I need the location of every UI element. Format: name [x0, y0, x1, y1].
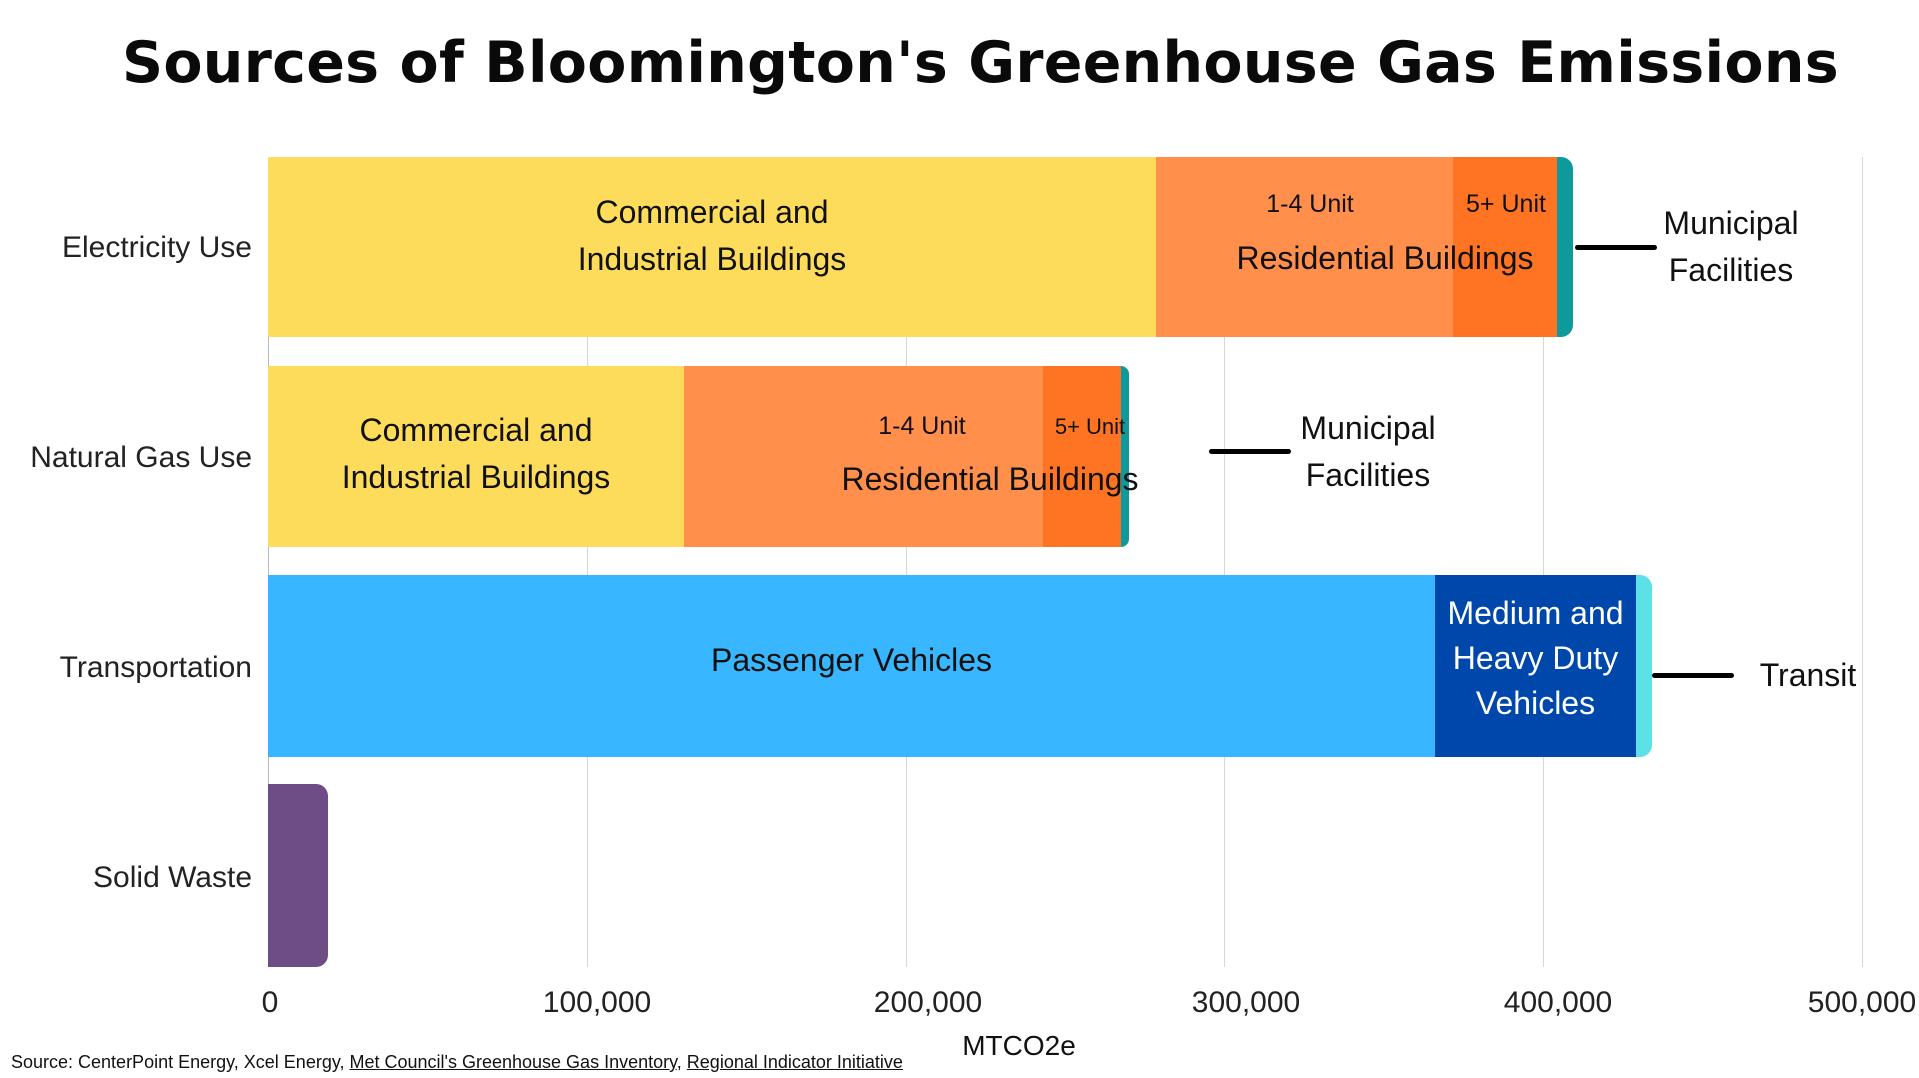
segment-natural-gas-residential-5plus [1043, 366, 1121, 547]
callout-transit: Transit [1759, 657, 1857, 693]
callout-line-electricity-municipal [1575, 245, 1657, 250]
callout-natural-gas-municipal: Municipal Facilities [1300, 410, 1436, 493]
link-regional-indicator-initiative[interactable]: Regional Indicator Initiative [686, 1052, 903, 1072]
category-label-natural-gas: Natural Gas Use [30, 441, 252, 474]
source-note: Source: CenterPoint Energy, Xcel Energy,… [11, 1052, 903, 1073]
segment-transportation-passenger: Passenger Vehicles [268, 575, 1435, 757]
segment-electricity-municipal [1557, 157, 1573, 337]
x-tick-300k: 300,000 [1191, 986, 1301, 1019]
gridline-300k [1224, 157, 1225, 967]
callout-line-natural-gas-municipal [1209, 449, 1291, 454]
gridline-0 [268, 157, 269, 967]
category-label-solid-waste: Solid Waste [93, 861, 252, 894]
chart-title: Sources of Bloomington's Greenhouse Gas … [122, 30, 1839, 96]
segment-electricity-residential-1-4 [1156, 157, 1453, 337]
gridline-400k [1543, 157, 1544, 967]
link-met-council-ghg-inventory[interactable]: Met Council's Greenhouse Gas Inventory [349, 1052, 677, 1072]
gridline-100k [587, 157, 588, 967]
x-tick-500k: 500,000 [1807, 986, 1917, 1019]
gridline-500k [1862, 157, 1863, 967]
segment-electricity-residential-5plus [1453, 157, 1557, 337]
label-electricity-1-4-unit: 1-4 Unit [1266, 190, 1354, 218]
x-axis-label: MTCO2e [962, 1030, 1076, 1061]
label-natural-gas-1-4-unit: 1-4 Unit [878, 412, 966, 440]
source-prefix: Source: CenterPoint Energy, Xcel Energy, [11, 1052, 350, 1072]
segment-label: Commercial and Industrial Buildings [341, 412, 611, 495]
category-label-transportation: Transportation [59, 651, 252, 684]
category-label-electricity: Electricity Use [61, 231, 252, 264]
segment-electricity-commercial: Commercial and Industrial Buildings [268, 157, 1156, 337]
segment-natural-gas-municipal [1121, 366, 1129, 547]
segment-natural-gas-residential-1-4 [684, 366, 1043, 547]
x-tick-100k: 100,000 [542, 986, 652, 1019]
segment-solid-waste [268, 784, 328, 967]
segment-label-medium-heavy: Medium and Heavy Duty Vehicles [1447, 595, 1624, 721]
callout-line-transit [1652, 673, 1734, 678]
segment-natural-gas-commercial: Commercial and Industrial Buildings [268, 366, 684, 547]
gridline-200k [906, 157, 907, 967]
segment-label-passenger: Passenger Vehicles [710, 642, 993, 678]
x-tick-400k: 400,000 [1503, 986, 1613, 1019]
segment-transportation-medium-heavy: Medium and Heavy Duty Vehicles [1435, 575, 1636, 757]
source-separator: , [676, 1052, 687, 1072]
label-electricity-residential: Residential Buildings [1236, 240, 1534, 276]
label-natural-gas-5plus-unit: 5+ Unit [1054, 414, 1126, 439]
x-tick-200k: 200,000 [873, 986, 983, 1019]
callout-electricity-municipal: Municipal Facilities [1663, 205, 1799, 288]
label-natural-gas-residential: Residential Buildings [841, 461, 1139, 497]
x-tick-0: 0 [261, 986, 279, 1019]
label-electricity-5plus-unit: 5+ Unit [1466, 190, 1546, 218]
segment-transportation-transit [1636, 575, 1652, 757]
segment-label: Commercial and Industrial Buildings [577, 194, 847, 277]
